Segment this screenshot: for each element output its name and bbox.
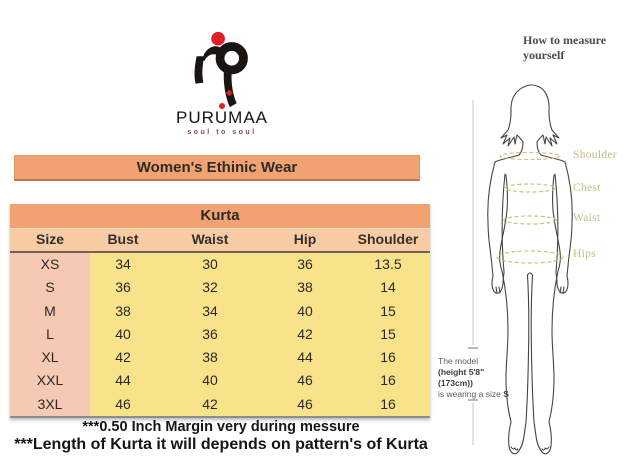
size-chart-table: Kurta Size Bust Waist Hip Shoulder XS 34 30 36 1… <box>10 204 430 419</box>
brand-tagline: soul to soul <box>187 129 257 136</box>
measurement-cell: 36 <box>90 276 156 300</box>
table-row: 3XL 46 42 46 16 <box>10 392 430 417</box>
column-header-shoulder: Shoulder <box>357 231 419 247</box>
measurement-cell: 38 <box>264 276 346 300</box>
size-cell: S <box>10 276 90 300</box>
brand-name-dotted-letter: U <box>215 103 228 128</box>
measurement-cell: 44 <box>90 369 156 393</box>
footnotes: ***0.50 Inch Margin very during messure *… <box>0 419 442 454</box>
footnote: ***Length of Kurta it will depends on pa… <box>14 436 428 453</box>
measurement-cell: 42 <box>264 322 346 347</box>
measurement-cell: 46 <box>264 369 346 393</box>
measurement-cell: 14 <box>346 276 430 300</box>
measurement-cell: 38 <box>156 346 264 370</box>
measure-label-hips: Hips <box>573 248 596 260</box>
measure-label-waist: Waist <box>573 212 601 224</box>
model-note: The model (height 5'8"(173cm)) is wearin… <box>438 356 518 400</box>
height-measure-ticks <box>468 347 478 401</box>
body-outline <box>487 84 573 455</box>
size-cell: 3XL <box>10 392 90 417</box>
measurement-cell: 16 <box>346 369 430 393</box>
table-title: Kurta <box>10 204 430 229</box>
measure-label-shoulder: Shoulder <box>573 149 617 161</box>
measure-guide-title: How to measure yourself <box>523 33 607 62</box>
model-note-line1: The model <box>438 356 479 366</box>
measurement-cell: 44 <box>264 346 346 370</box>
column-header-hip: Hip <box>293 231 317 247</box>
brand-logo: PUR UMAA soul to soul <box>152 26 292 136</box>
brand-name: PUR UMAA <box>152 103 292 128</box>
column-header-size: Size <box>35 231 64 247</box>
brand-monogram-icon <box>194 31 248 108</box>
measurement-cell: 46 <box>264 392 346 417</box>
measurement-cell: 15 <box>346 322 430 347</box>
measurement-dashes <box>496 151 564 264</box>
measurement-cell: 42 <box>156 392 264 417</box>
measurement-cell: 42 <box>90 346 156 370</box>
table-row: M 38 34 40 15 <box>10 299 430 323</box>
size-cell: XXL <box>10 369 90 393</box>
measurement-cell: 32 <box>156 276 264 300</box>
measurement-cell: 34 <box>90 253 156 277</box>
measurement-cell: 40 <box>90 322 156 347</box>
body-figure-illustration <box>468 84 573 455</box>
measurement-cell: 34 <box>156 299 264 323</box>
measurement-cell: 30 <box>156 253 264 277</box>
table-row: L 40 36 42 15 <box>10 322 430 347</box>
measurement-cell: 13.5 <box>346 253 430 277</box>
table-row: S 36 32 38 14 <box>10 276 430 300</box>
measure-label-chest: Chest <box>573 182 601 194</box>
table-row: XS 34 30 36 13.5 <box>10 253 430 277</box>
size-cell: XL <box>10 346 90 370</box>
column-header-bust: Bust <box>107 231 139 247</box>
table-row: XXL 44 40 46 16 <box>10 369 430 393</box>
measurement-cell: 16 <box>346 346 430 370</box>
measurement-cell: 40 <box>156 369 264 393</box>
size-cell: L <box>10 322 90 347</box>
table-body: XS 34 30 36 13.5 S 36 32 38 14 M 38 34 40 15 L 40 36 42 15 X… <box>10 253 430 417</box>
brand-name-part: PUR <box>175 108 215 127</box>
measurement-cell: 15 <box>346 299 430 323</box>
measurement-cell: 46 <box>90 392 156 417</box>
column-header-waist: Waist <box>191 231 229 247</box>
measurement-cell: 38 <box>90 299 156 323</box>
measurement-cell: 36 <box>156 322 264 347</box>
measurement-cell: 40 <box>264 299 346 323</box>
measurement-cell: 36 <box>264 253 346 277</box>
size-cell: M <box>10 299 90 323</box>
brand-name-part: MAA <box>228 108 269 127</box>
red-dot-icon <box>218 103 225 109</box>
size-cell: XS <box>10 253 90 277</box>
category-banner: Women's Ethinic Wear <box>14 155 420 181</box>
model-note-line3: is wearing a size S <box>438 389 509 399</box>
footnote: ***0.50 Inch Margin very during messure <box>82 419 360 435</box>
measurement-cell: 16 <box>346 392 430 417</box>
model-note-line2: (height 5'8"(173cm)) <box>438 367 485 388</box>
table-header-row: Size Bust Waist Hip Shoulder <box>10 229 430 253</box>
table-row: XL 42 38 44 16 <box>10 346 430 370</box>
